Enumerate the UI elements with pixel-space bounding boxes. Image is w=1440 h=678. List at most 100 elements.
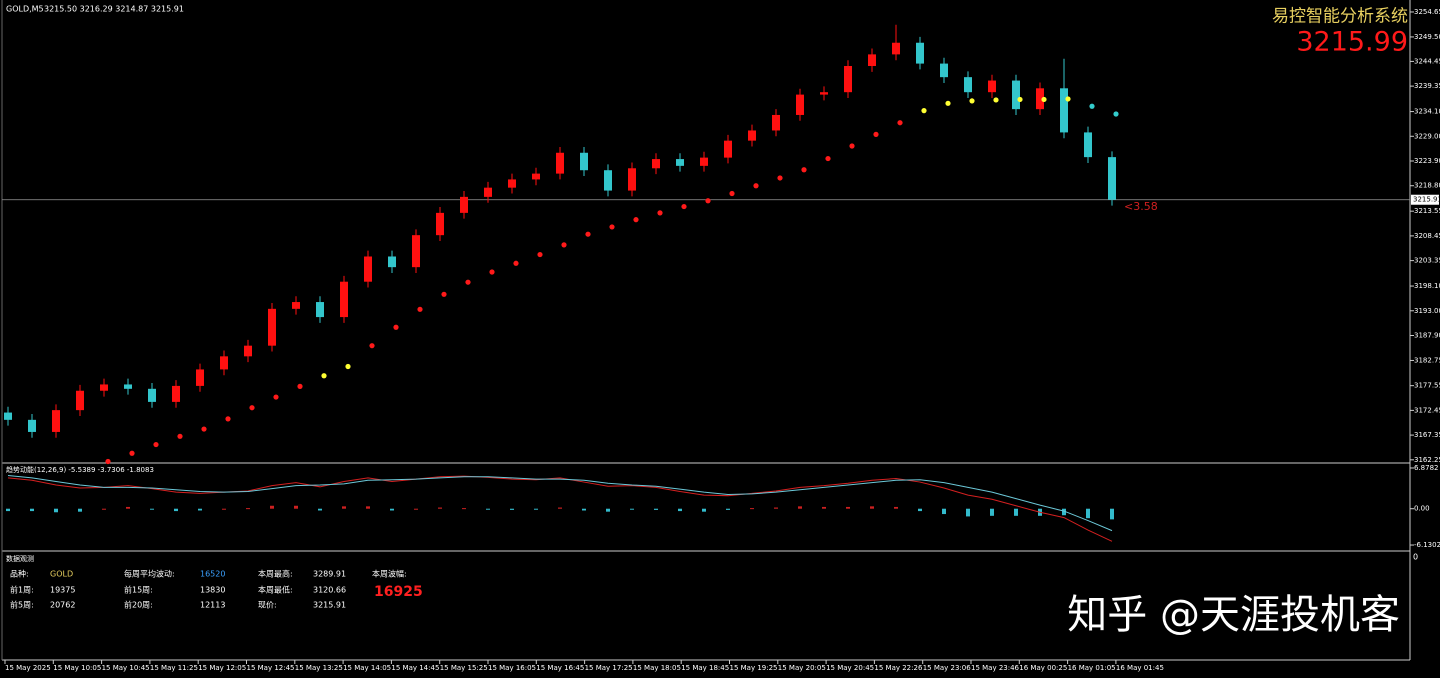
ma-dot [249,405,255,411]
ma-dot [129,450,135,456]
histogram-bar [414,508,418,510]
ma-dot [753,183,759,189]
ma-dot [609,224,615,230]
ma-dot [297,383,303,389]
candle-body [148,388,156,402]
y-tick-label: -6.1302 [1414,541,1440,549]
x-tick-label: 15 May 18:05 [633,664,681,672]
candle-body [1108,157,1116,200]
candle-body [844,66,852,93]
ma-dot [705,198,711,204]
histogram-bar [630,508,634,510]
y-tick-label: 3198.10 [1414,282,1440,290]
histogram-bar [270,505,274,509]
info-label: 本周波幅: [372,569,407,579]
histogram-bar [534,508,538,510]
candle-body [820,92,828,95]
indicator-line [7,475,1113,542]
ma-dot [1113,111,1119,117]
ma-dot [225,416,231,422]
current-price-tag [1411,194,1439,205]
ma-dot [1017,96,1023,103]
histogram-bar [990,508,994,516]
candle-body [484,187,492,197]
histogram-bar [510,508,514,510]
y-tick-label: 3244.45 [1414,57,1440,65]
ma-dot [369,343,375,349]
histogram-bar [30,508,34,512]
info-axis-label: 0 [1413,553,1418,562]
info-label: 现价: [258,601,277,610]
candle-body [172,385,180,402]
info-value: 19375 [50,586,75,595]
histogram-bar [294,505,298,509]
candle-body [940,63,948,78]
ma-dot [993,97,999,103]
candle-body [292,302,300,309]
info-value: 3215.91 [313,601,346,610]
price: 3215.99 [1296,27,1408,58]
info-label: 前5周: [10,600,34,610]
y-tick-label: 3162.25 [1414,456,1440,464]
histogram-bar [654,508,658,510]
ma-dot [897,120,903,126]
histogram-bar [894,506,898,509]
y-tick-label: 3203.35 [1414,257,1440,265]
x-tick-label: 16 May 00:25 [1019,664,1067,672]
ma-dot [537,251,543,258]
info-value: 13830 [200,586,225,595]
candle-body [796,94,804,115]
candle-body [988,80,996,93]
candle-body [1012,80,1020,110]
x-tick-label: 15 May 20:45 [826,664,874,672]
symbol: GOLD,M5 [6,5,44,14]
ma-dot [201,426,207,432]
x-tick-label: 15 May 23:46 [971,664,1020,672]
y-tick-label: 3223.90 [1414,157,1440,165]
x-tick-label: 16 May 01:45 [1116,664,1164,672]
ma-dot [825,155,831,162]
ma-dot [873,131,879,137]
x-tick-label: 15 May 16:45 [536,664,584,672]
histogram-bar [702,508,706,512]
x-tick-label: 15 May 15:25 [440,664,488,672]
ma-dot [273,394,279,400]
brand: 易控智能分析系统 [1272,7,1408,27]
y-tick-label: 6.8782 [1414,464,1439,472]
info-value: 20762 [50,601,75,610]
candle-body [1036,88,1044,110]
indicator-title: 趋势动能(12,26,9) -5.5389 -3.7306 -1.8083 [6,465,154,474]
histogram-bar [966,508,970,517]
histogram-bar [582,508,586,511]
candle-body [340,281,348,318]
ma-dot [1041,96,1047,103]
histogram-bar [6,508,10,512]
ma-dot [633,217,639,223]
ma-dot [417,306,423,312]
info-label: 前15周: [124,585,153,595]
x-tick-label: 15 May 20:05 [778,664,826,672]
y-tick-label: 3172.45 [1414,406,1440,414]
histogram-bar [126,506,130,509]
histogram-bar [486,508,490,510]
ma-dot [681,203,687,210]
x-tick-label: 15 May 11:25 [150,664,198,672]
candle-body [964,77,972,93]
ohlc: 3215.50 3216.29 3214.87 3215.91 [44,5,184,14]
candle-body [76,390,84,411]
x-tick-label: 15 May 18:45 [681,664,729,672]
histogram-bar [942,508,946,515]
candle-body [916,42,924,64]
ma-dot [777,175,783,181]
y-tick-label: 3249.50 [1414,33,1440,41]
x-tick-label: 15 May 10:45 [102,664,150,672]
histogram-bar [462,508,466,510]
histogram-bar [150,508,154,510]
candle-body [388,256,396,268]
ma-dot [1065,96,1071,102]
info-label: 前1周: [10,585,34,595]
candle-body [460,196,468,213]
candle-body [1084,132,1092,158]
histogram-bar [918,508,922,512]
